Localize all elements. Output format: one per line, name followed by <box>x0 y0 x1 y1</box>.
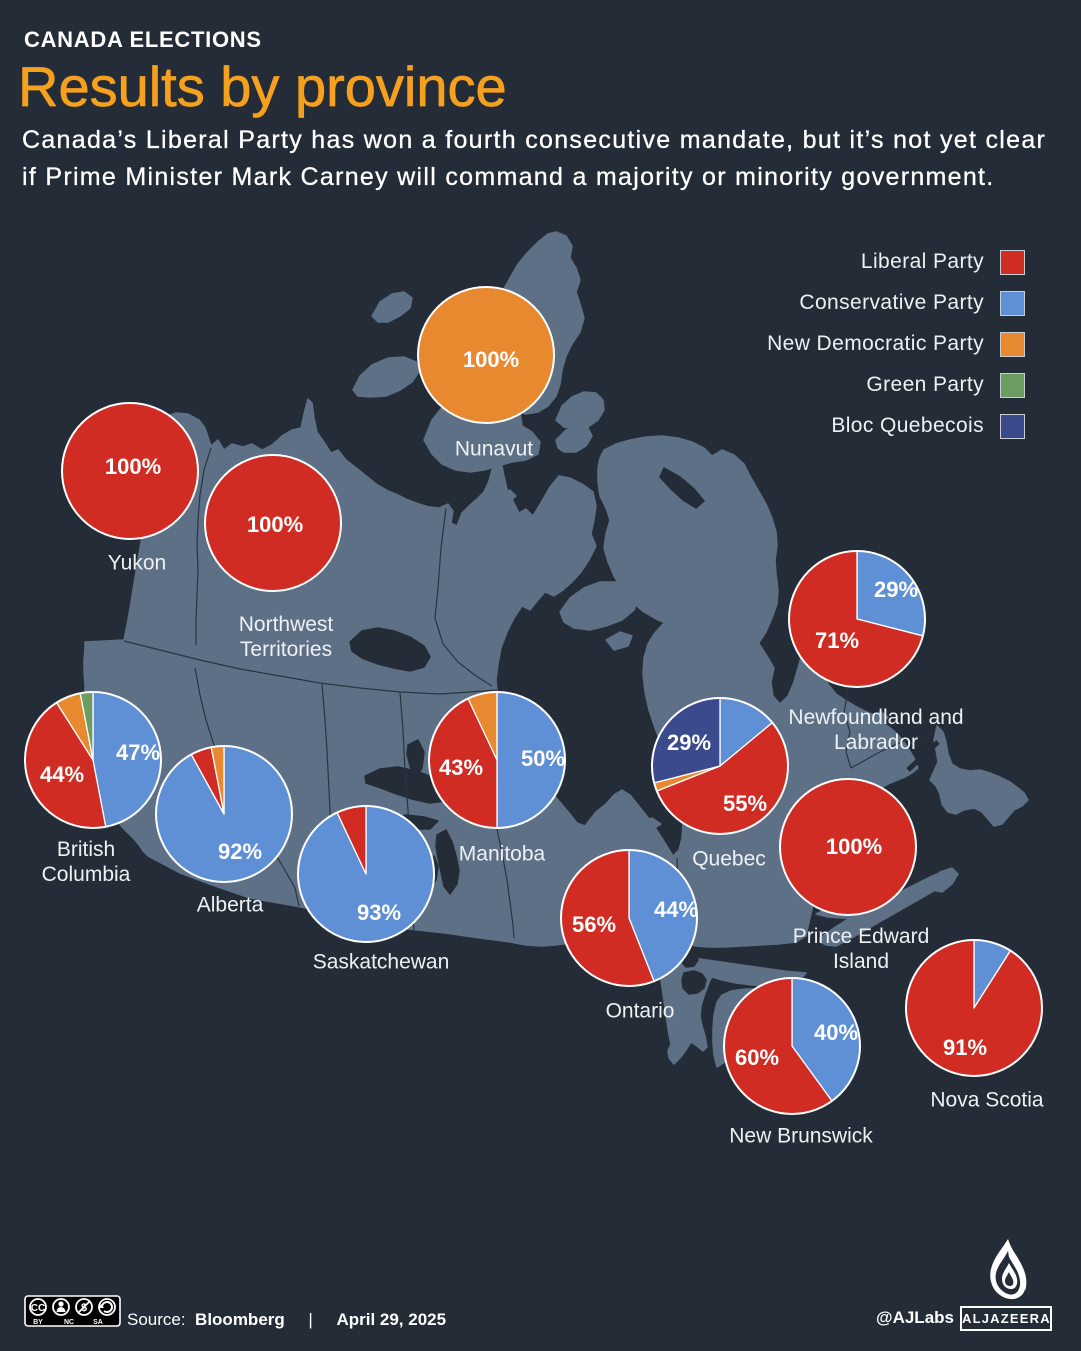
svg-text:SA: SA <box>93 1319 103 1326</box>
svg-text:CC: CC <box>31 1303 45 1314</box>
svg-text:BY: BY <box>33 1319 43 1326</box>
svg-text:NC: NC <box>64 1319 74 1326</box>
